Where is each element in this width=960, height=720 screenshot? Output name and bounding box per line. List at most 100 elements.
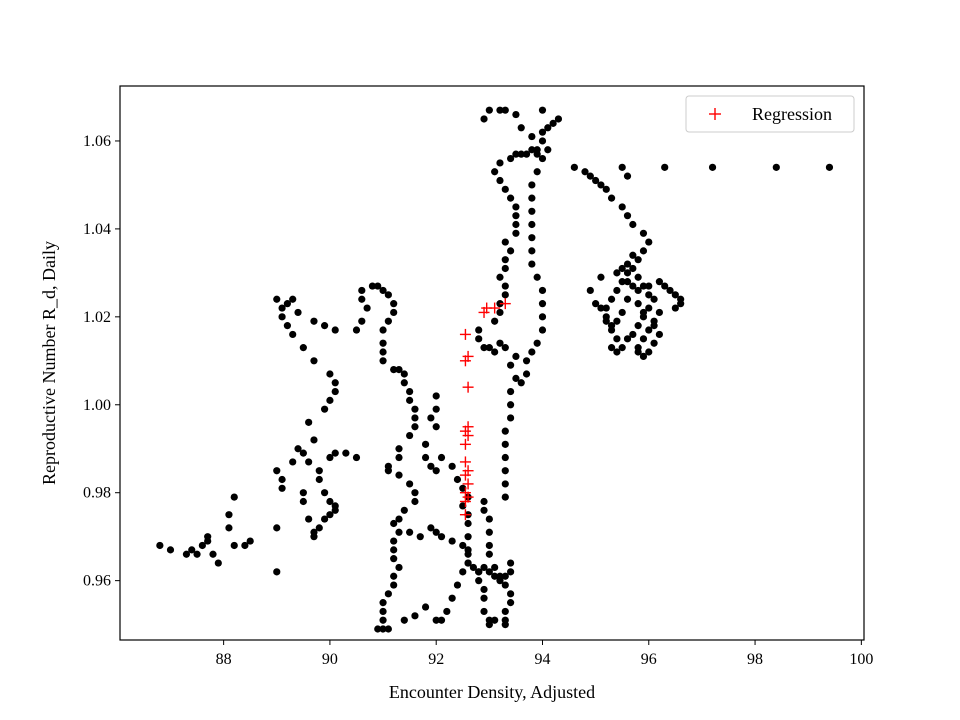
regression-point (462, 465, 474, 477)
data-point (613, 286, 621, 295)
data-point (485, 550, 493, 558)
data-point (289, 295, 297, 303)
data-point (501, 572, 509, 580)
data-point (209, 550, 217, 558)
data-point (528, 207, 536, 215)
data-point (395, 528, 403, 536)
data-point (501, 616, 509, 624)
data-point (538, 300, 547, 308)
data-point (538, 313, 547, 321)
data-point (512, 110, 520, 119)
data-point (400, 370, 408, 378)
data-point (645, 304, 653, 312)
data-point (522, 150, 531, 158)
data-point (639, 352, 648, 361)
y-tick-label: 1.00 (83, 397, 111, 414)
data-point (278, 484, 286, 492)
data-point (645, 348, 653, 356)
legend-marker-regression (709, 108, 721, 120)
data-point (496, 339, 504, 347)
data-point (581, 168, 589, 176)
data-point (639, 335, 648, 343)
data-point (480, 607, 488, 616)
regression-point (459, 469, 471, 481)
data-point (480, 563, 488, 572)
regression-point (459, 438, 471, 450)
data-point (666, 286, 674, 295)
data-point (384, 317, 392, 325)
data-point (618, 344, 626, 352)
data-point (326, 453, 334, 462)
data-point (395, 563, 403, 572)
data-point (182, 550, 191, 558)
data-point (485, 106, 493, 114)
data-point (273, 524, 281, 532)
data-point (453, 581, 462, 589)
data-point (368, 282, 377, 290)
x-tick-label: 90 (322, 651, 338, 668)
data-point (613, 317, 621, 325)
data-point (241, 541, 249, 550)
data-point (384, 467, 392, 475)
data-point (501, 238, 509, 246)
data-point (512, 220, 520, 229)
data-point (310, 436, 318, 444)
data-point (321, 405, 329, 413)
data-point (459, 502, 467, 510)
data-point (464, 533, 472, 541)
data-point (432, 423, 440, 431)
data-point (384, 291, 392, 299)
data-point (607, 322, 616, 330)
data-point (278, 304, 286, 312)
data-point (512, 229, 520, 237)
data-point (225, 511, 233, 519)
data-point (645, 282, 653, 290)
data-point (528, 234, 536, 242)
data-point (464, 546, 472, 554)
data-point (331, 502, 339, 510)
data-point (390, 555, 398, 563)
data-point (708, 163, 717, 171)
data-point (326, 511, 334, 519)
data-point (533, 146, 541, 154)
data-point (379, 625, 387, 633)
data-point (379, 326, 387, 334)
data-point (671, 304, 679, 312)
data-point (453, 475, 462, 484)
regression-point (462, 381, 474, 393)
data-point (342, 449, 350, 457)
data-point (289, 458, 297, 466)
data-point (623, 278, 632, 286)
data-point (485, 621, 493, 629)
y-tick-label: 1.06 (83, 133, 111, 150)
data-point (533, 273, 541, 281)
data-point (395, 453, 403, 462)
data-point (629, 330, 637, 339)
data-point (528, 348, 536, 356)
data-point (623, 212, 632, 220)
data-point (623, 260, 632, 268)
data-point (390, 308, 398, 317)
data-point (379, 616, 387, 624)
data-point (538, 326, 547, 334)
data-point (432, 616, 440, 624)
data-point (299, 489, 307, 497)
data-point (273, 295, 281, 303)
data-point (491, 572, 499, 580)
data-point (512, 212, 520, 220)
data-point (390, 572, 398, 580)
data-point (485, 568, 493, 576)
regression-point (459, 509, 471, 521)
data-point (283, 300, 291, 308)
data-point (485, 541, 493, 550)
data-point (480, 585, 488, 594)
data-point (602, 313, 610, 321)
data-point (607, 295, 616, 303)
data-point (305, 515, 313, 523)
data-point (586, 286, 594, 295)
data-point (618, 264, 626, 273)
data-point (533, 339, 541, 347)
data-point (390, 546, 398, 554)
data-point (406, 387, 414, 396)
